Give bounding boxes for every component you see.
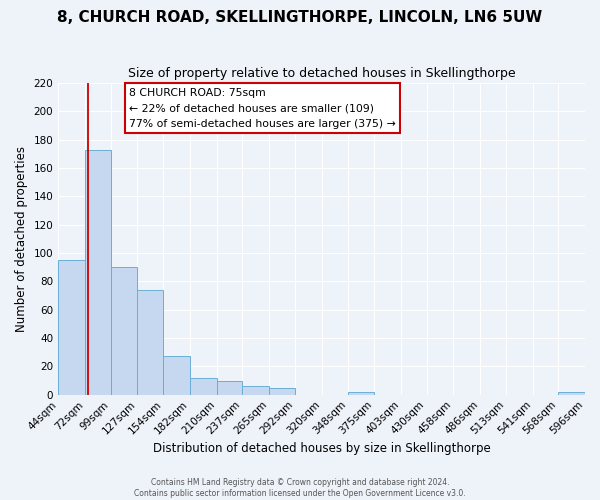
Bar [85,150,110,394]
Bar [137,290,163,395]
Bar [163,356,190,395]
Bar [110,267,137,394]
Bar [58,260,85,394]
Bar [190,378,217,394]
Bar [558,392,585,394]
Bar [217,380,242,394]
Bar [349,392,374,394]
Bar [242,386,269,394]
Y-axis label: Number of detached properties: Number of detached properties [15,146,28,332]
Bar [269,388,295,394]
Text: Contains HM Land Registry data © Crown copyright and database right 2024.
Contai: Contains HM Land Registry data © Crown c… [134,478,466,498]
X-axis label: Distribution of detached houses by size in Skellingthorpe: Distribution of detached houses by size … [153,442,490,455]
Title: Size of property relative to detached houses in Skellingthorpe: Size of property relative to detached ho… [128,68,515,80]
Text: 8, CHURCH ROAD, SKELLINGTHORPE, LINCOLN, LN6 5UW: 8, CHURCH ROAD, SKELLINGTHORPE, LINCOLN,… [58,10,542,25]
Text: 8 CHURCH ROAD: 75sqm
← 22% of detached houses are smaller (109)
77% of semi-deta: 8 CHURCH ROAD: 75sqm ← 22% of detached h… [129,88,396,129]
